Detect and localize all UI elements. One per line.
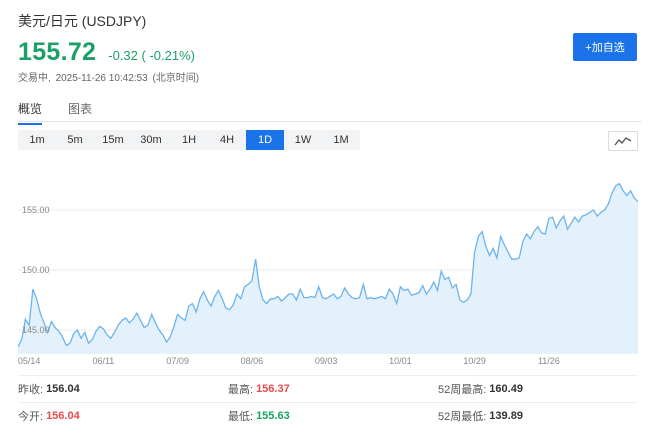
x-tick-label: 08/06 xyxy=(241,356,264,366)
tab-overview[interactable]: 概览 xyxy=(18,100,43,125)
stat-high: 最高: 156.37 xyxy=(228,381,438,397)
timestamp: 2025-11-26 10:42:53 xyxy=(55,73,148,84)
price-chart-svg: 145.00 150.00 155.00 05/14 06/11 07/09 08/06 09… xyxy=(18,182,638,366)
y-tick-label: 145.00 xyxy=(22,325,50,335)
stat-value: 139.89 xyxy=(489,410,523,422)
status-text: 交易中, xyxy=(18,73,51,84)
range-5m[interactable]: 5m xyxy=(56,130,94,150)
x-tick-label: 07/09 xyxy=(166,356,189,366)
stat-value: 160.49 xyxy=(489,383,523,395)
tab-divider xyxy=(18,121,642,122)
x-tick-label: 06/11 xyxy=(92,356,114,366)
range-1d[interactable]: 1D xyxy=(246,130,284,150)
stat-52w-low: 52周最低: 139.89 xyxy=(438,408,523,424)
stat-value: 155.63 xyxy=(256,410,290,422)
chart-type-button[interactable] xyxy=(608,131,638,151)
stat-value: 156.04 xyxy=(46,410,80,422)
y-tick-label: 155.00 xyxy=(22,205,50,215)
pair-title: 美元/日元 (USDJPY) xyxy=(18,13,147,29)
y-tick-label: 150.00 xyxy=(22,265,50,275)
x-tick-label: 05/14 xyxy=(18,356,40,366)
stats-panel: 昨收: 156.04 最高: 156.37 52周最高: 160.49 今开: … xyxy=(18,375,638,429)
price-area xyxy=(18,183,638,354)
price-row: 155.72 -0.32 ( -0.21%) xyxy=(18,38,195,67)
trade-status: 交易中, 2025-11-26 10:42:53 (北京时间) xyxy=(18,69,201,84)
range-30m[interactable]: 30m xyxy=(132,130,170,150)
stats-row: 昨收: 156.04 最高: 156.37 52周最高: 160.49 xyxy=(18,375,638,402)
range-1mo[interactable]: 1M xyxy=(322,130,360,150)
stat-label: 52周最高: xyxy=(438,384,487,396)
range-1w[interactable]: 1W xyxy=(284,130,322,150)
price-line xyxy=(18,182,638,348)
timezone-label: (北京时间) xyxy=(152,73,200,84)
x-tick-label: 09/03 xyxy=(315,356,338,366)
price-change: -0.32 ( -0.21%) xyxy=(108,48,195,63)
stat-label: 最高: xyxy=(228,384,254,396)
range-15m[interactable]: 15m xyxy=(94,130,132,150)
stats-row: 今开: 156.04 最低: 155.63 52周最低: 139.89 xyxy=(18,402,638,429)
stat-low: 最低: 155.63 xyxy=(228,408,438,424)
tab-bar: 概览 图表 xyxy=(18,100,118,125)
stat-label: 最低: xyxy=(228,411,254,423)
stat-prev-close: 昨收: 156.04 xyxy=(18,381,228,397)
add-to-watchlist-button[interactable]: +加自选 xyxy=(573,33,637,61)
stat-label: 今开: xyxy=(18,411,44,423)
stat-value: 156.04 xyxy=(46,383,80,395)
range-1m[interactable]: 1m xyxy=(18,130,56,150)
range-1h[interactable]: 1H xyxy=(170,130,208,150)
stat-52w-high: 52周最高: 160.49 xyxy=(438,381,523,397)
stat-open: 今开: 156.04 xyxy=(18,408,228,424)
x-tick-label: 11/26 xyxy=(538,356,560,366)
stat-label: 昨收: xyxy=(18,384,44,396)
x-tick-label: 10/29 xyxy=(463,356,486,366)
price-chart: 145.00 150.00 155.00 05/14 06/11 07/09 08/06 09… xyxy=(18,158,638,370)
x-tick-label: 10/01 xyxy=(389,356,412,366)
stat-value: 156.37 xyxy=(256,383,290,395)
tab-chart[interactable]: 图表 xyxy=(68,102,93,116)
line-chart-icon xyxy=(614,137,632,146)
range-selector: 1m 5m 15m 30m 1H 4H 1D 1W 1M xyxy=(18,130,360,150)
current-price: 155.72 xyxy=(18,38,97,66)
stat-label: 52周最低: xyxy=(438,411,487,423)
range-4h[interactable]: 4H xyxy=(208,130,246,150)
